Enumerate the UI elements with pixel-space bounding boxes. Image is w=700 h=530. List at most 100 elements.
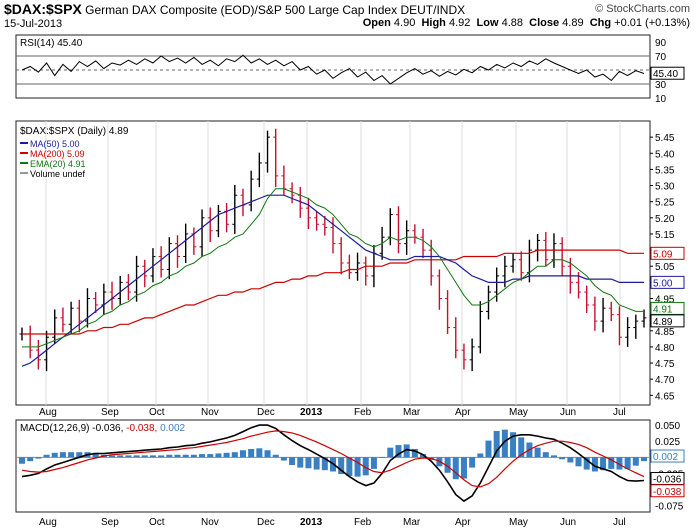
- price-bar: [625, 317, 631, 347]
- macd-x-tick-label: Apr: [455, 517, 471, 528]
- macd-histogram-bar: [207, 454, 214, 458]
- macd-histogram-bar: [632, 457, 639, 466]
- macd-badge-signal: -0.038: [653, 487, 682, 498]
- low-value: 4.88: [501, 17, 523, 29]
- price-bar: [305, 197, 311, 230]
- price-tick-label: 4.95: [655, 295, 675, 306]
- price-bar: [35, 339, 41, 370]
- price-x-tick-label: Oct: [149, 407, 165, 418]
- price-x-tick-label: Dec: [257, 407, 275, 418]
- price-bar: [232, 184, 238, 234]
- macd-histogram-bar: [477, 453, 484, 458]
- macd-histogram-bar: [460, 457, 467, 479]
- macd-histogram-bar: [542, 452, 549, 458]
- price-legend: $DAX:$SPX (Daily) 4.89: [20, 126, 129, 137]
- macd-x-tick-label: Oct: [149, 517, 165, 528]
- price-tick-label: 4.70: [655, 375, 675, 386]
- macd-x-tick-label: Feb: [354, 517, 372, 528]
- price-bar: [68, 301, 74, 334]
- macd-histogram-bar: [501, 429, 508, 458]
- macd-histogram-bar: [231, 452, 238, 458]
- chg-label: Chg: [589, 17, 612, 29]
- price-x-tick-label: Feb: [354, 407, 372, 418]
- price-bar: [207, 207, 213, 243]
- price-bar: [453, 317, 459, 359]
- macd-histogram-bar: [51, 452, 58, 458]
- macd-histogram-bar: [624, 457, 631, 469]
- price-badge-1-box: [650, 275, 685, 289]
- macd-histogram-bar: [133, 455, 140, 458]
- price-bar: [273, 128, 279, 188]
- macd-histogram-bar: [174, 454, 181, 458]
- macd-histogram-bar: [223, 452, 230, 458]
- macd-x-tick-label: Nov: [201, 517, 219, 528]
- price-tick-label: 5.45: [655, 133, 675, 144]
- price-bar: [346, 254, 352, 280]
- macd-x-tick-label: May: [509, 517, 528, 528]
- price-bar: [215, 204, 221, 238]
- macd-histogram-bar: [125, 455, 132, 458]
- price-bar: [486, 285, 491, 320]
- macd-histogram-bar: [19, 457, 25, 464]
- price-bar: [461, 343, 467, 370]
- macd-histogram-bar: [313, 457, 320, 470]
- price-badge-2: 4.91: [653, 304, 673, 315]
- macd-line: [21, 424, 645, 503]
- rsi-tick-label: 10: [655, 94, 667, 105]
- price-bar: [616, 306, 622, 346]
- price-tick-label: 5.30: [655, 182, 675, 193]
- macd-histogram-bar: [362, 457, 369, 476]
- macd-histogram-bar: [608, 457, 615, 469]
- macd-tick-label: -0.075: [655, 502, 684, 513]
- macd-histogram-bar: [256, 448, 263, 458]
- rsi-legend: RSI(14) 45.40: [20, 38, 83, 49]
- price-tick-label: 5.25: [655, 198, 675, 209]
- price-bar: [559, 237, 565, 276]
- low-label: Low: [476, 17, 499, 29]
- chg-value: +0.01 (+0.13%): [614, 17, 690, 29]
- stockcharts-credit: © StockCharts.com: [595, 3, 690, 15]
- price-bar: [265, 130, 271, 173]
- ohlc-readout: Open 4.90 High 4.92 Low 4.88 Close 4.89 …: [363, 17, 690, 29]
- macd-histogram-bar: [182, 454, 189, 458]
- price-badge-0: 5.09: [653, 249, 673, 260]
- price-bar: [183, 223, 189, 263]
- macd-histogram-bar: [59, 452, 66, 458]
- macd-histogram-bar: [518, 437, 525, 458]
- price-x-tick-label: 2013: [300, 407, 323, 418]
- macd-histogram-bar: [559, 457, 566, 460]
- price-tick-label: 5.15: [655, 230, 675, 241]
- macd-histogram-bar: [158, 455, 165, 458]
- macd-histogram-bar: [43, 454, 50, 458]
- macd-histogram-bar: [485, 440, 492, 458]
- price-bar: [44, 330, 50, 372]
- macd-badge-signal-box: [650, 484, 685, 498]
- macd-x-tick-label: Mar: [403, 517, 421, 528]
- price-bar: [84, 288, 90, 328]
- price-bar: [117, 275, 123, 305]
- rsi-tick-label: 30: [655, 80, 667, 91]
- macd-x-tick-label: Jun: [560, 517, 576, 528]
- price-bar: [518, 251, 524, 281]
- macd-badge-hist-box: [650, 449, 685, 463]
- macd-histogram-bar: [92, 452, 99, 458]
- price-bar: [469, 338, 475, 372]
- ma50-line: [21, 194, 644, 367]
- price-bar: [125, 273, 131, 301]
- price-bar: [420, 228, 426, 259]
- macd-histogram-bar: [469, 457, 476, 468]
- macd-histogram-bar: [199, 454, 206, 458]
- macd-histogram-bar: [379, 457, 386, 458]
- chart-date: 15-Jul-2013: [4, 18, 63, 30]
- macd-badge-macd: -0.036: [653, 474, 682, 485]
- macd-histogram-bar: [76, 452, 83, 458]
- price-x-tick-label: May: [509, 407, 528, 418]
- macd-histogram-bar: [338, 457, 345, 475]
- macd-histogram-bar: [403, 444, 410, 458]
- macd-x-tick-label: Aug: [39, 517, 57, 528]
- high-label: High: [421, 17, 446, 29]
- macd-histogram-bar: [354, 457, 361, 477]
- price-bar: [641, 309, 647, 328]
- price-bar: [600, 297, 606, 333]
